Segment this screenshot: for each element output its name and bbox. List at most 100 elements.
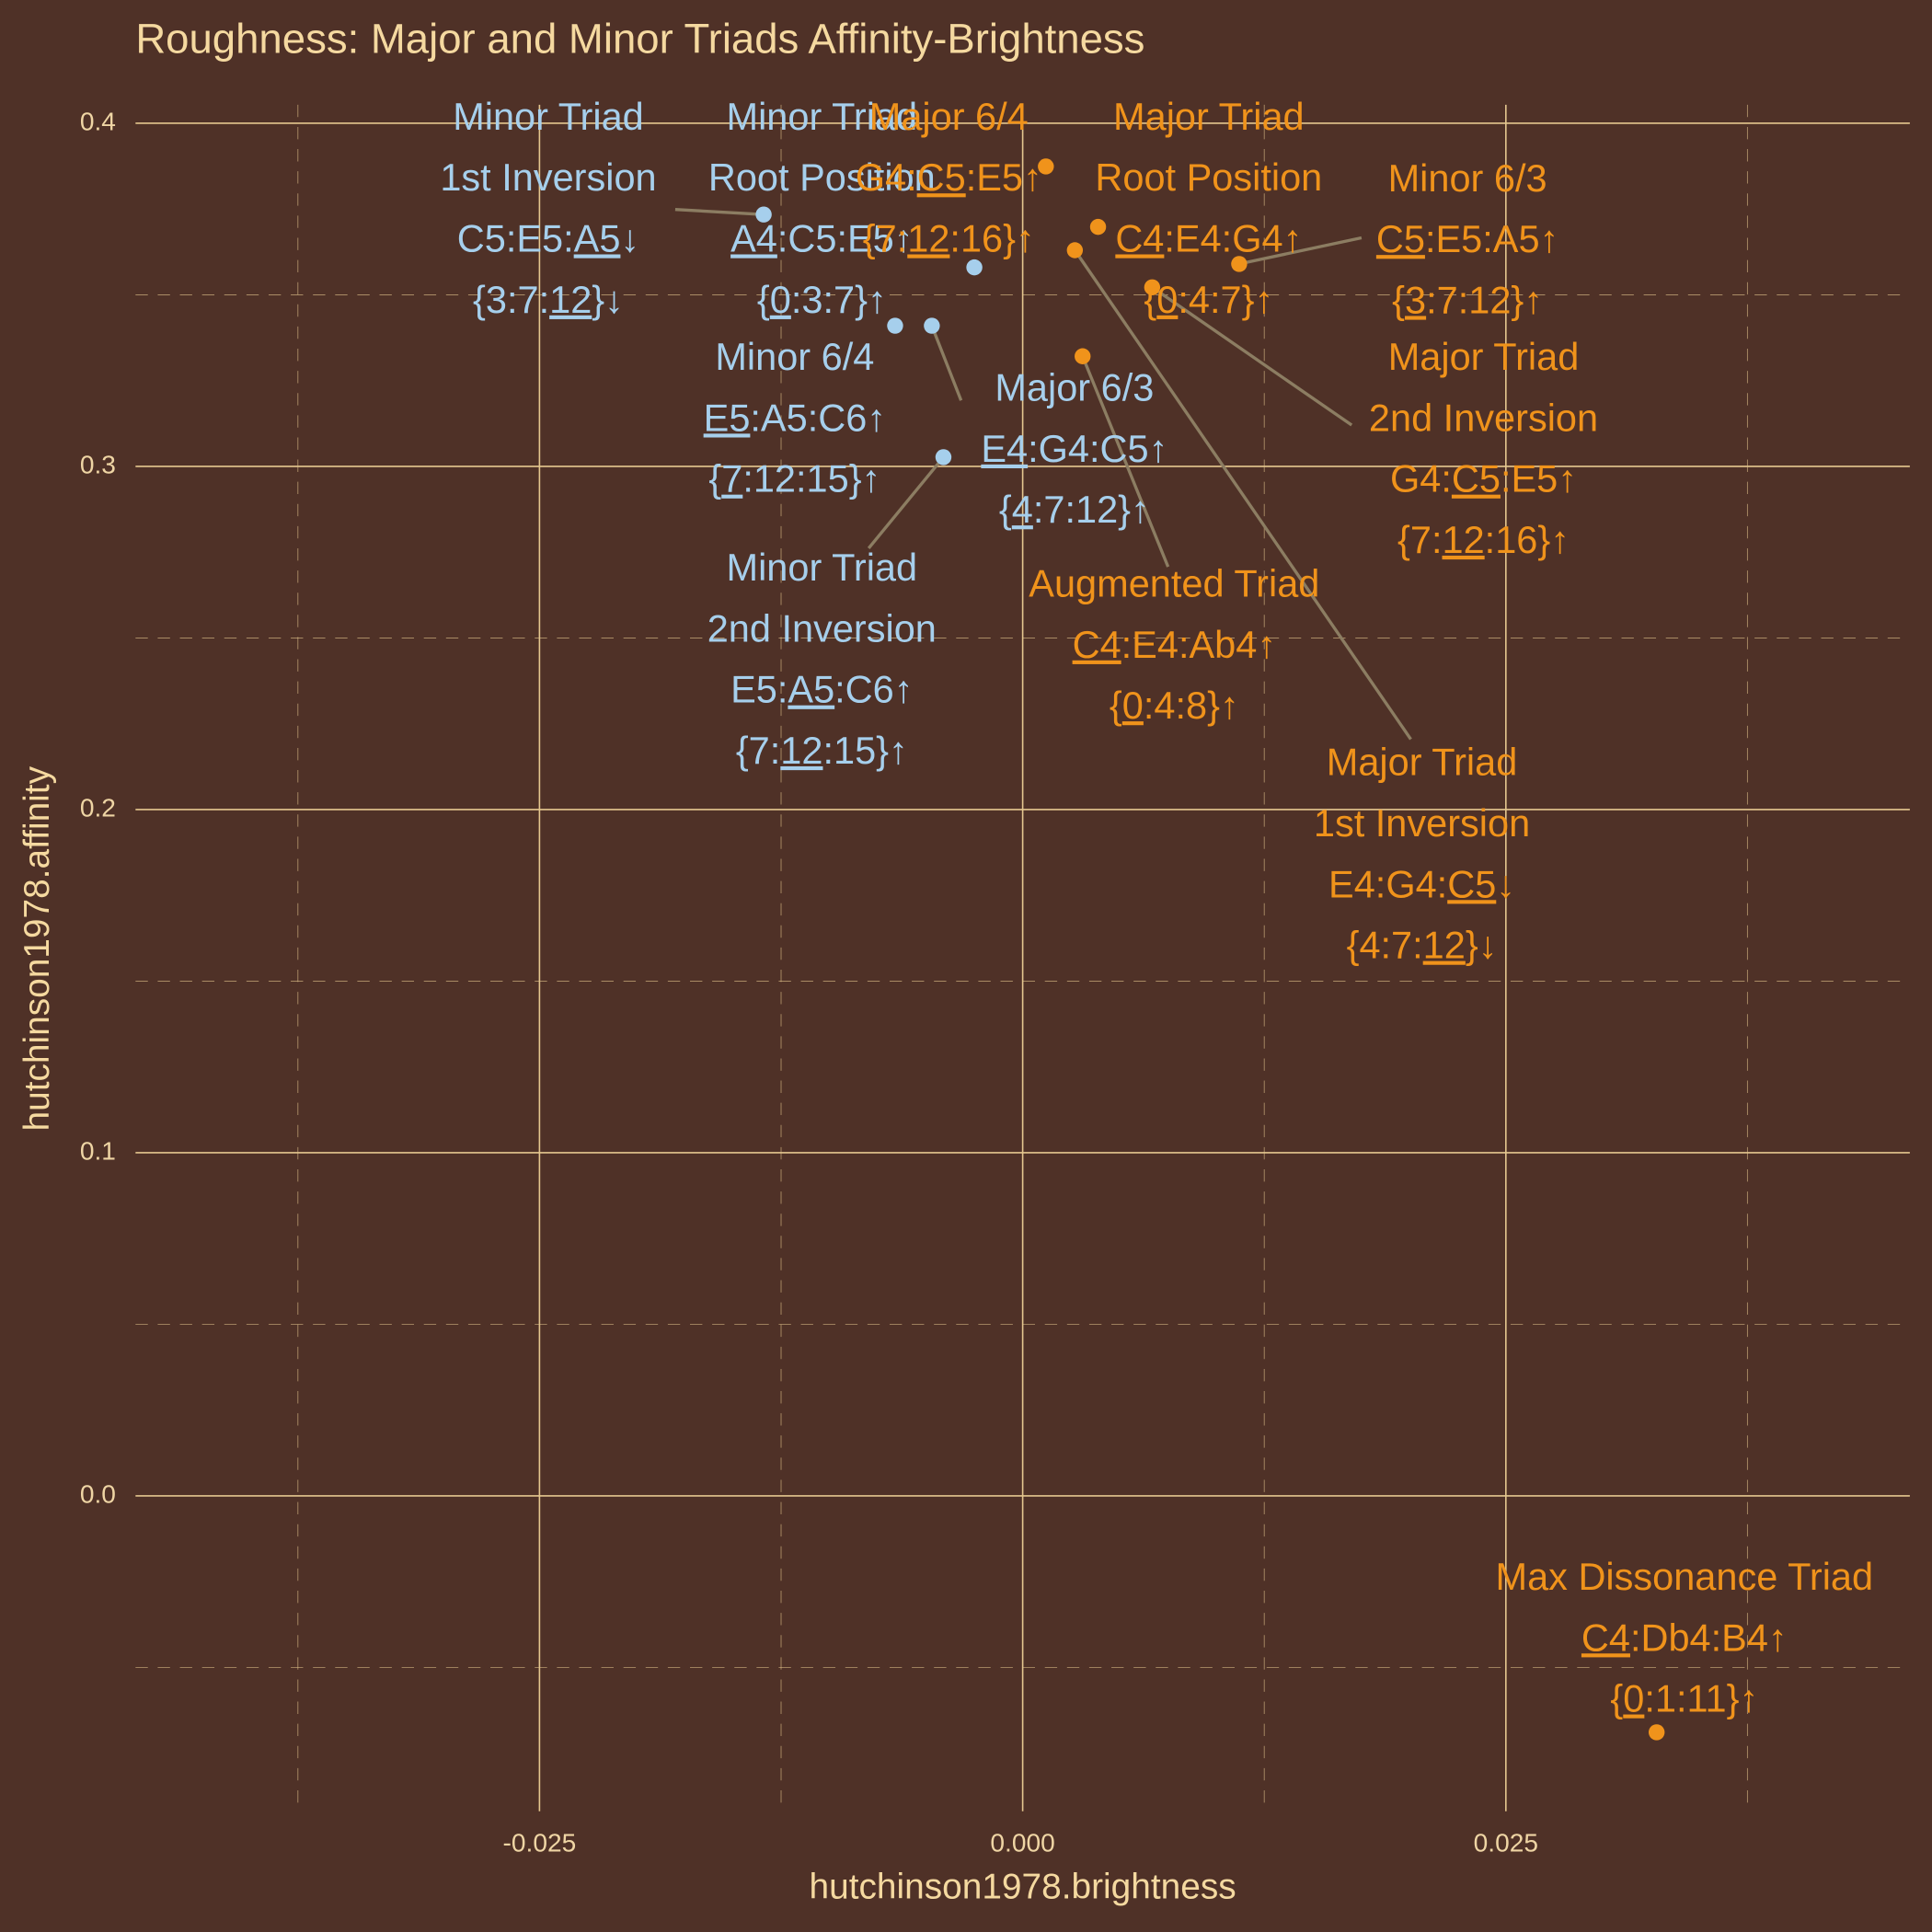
x-tick-label: 0.000 xyxy=(990,1828,1054,1857)
chart-title: Roughness: Major and Minor Triads Affini… xyxy=(135,16,1144,63)
point-label: Augmented Triad xyxy=(1029,561,1319,604)
label-part: :12:15}↑ xyxy=(742,457,880,500)
label-part: :Db4:B4↑ xyxy=(1630,1616,1788,1659)
point-label: 1st Inversion xyxy=(1314,801,1530,845)
label-part: G4: xyxy=(1390,457,1452,500)
label-part: { xyxy=(1392,278,1405,321)
point-label: 1st Inversion xyxy=(440,155,656,199)
point-label: G4:C5:E5↑ xyxy=(856,155,1042,199)
point-label: Minor Triad xyxy=(727,95,918,138)
label-connector xyxy=(1073,249,1412,741)
point-label: Max Dissonance Triad xyxy=(1496,1555,1874,1598)
label-part: {7: xyxy=(1397,518,1442,561)
label-part: ↓ xyxy=(620,216,639,259)
point-label: {0:4:7}↑ xyxy=(1144,278,1273,321)
grid: -0.025 0.000 0.025 0.0 0.1 0.2 0.3 0.4 xyxy=(80,104,1910,1857)
label-part: { xyxy=(708,457,721,500)
label-part: :4:7}↑ xyxy=(1178,278,1273,321)
label-part: {3:7: xyxy=(473,278,549,321)
label-part: :7:12}↑ xyxy=(1033,488,1150,531)
label-part: :1:11}↑ xyxy=(1644,1677,1758,1720)
label-connector xyxy=(1151,285,1353,427)
label-part: E4:G4: xyxy=(1328,862,1447,905)
point-label: C4:Db4:B4↑ xyxy=(1581,1616,1788,1659)
y-tick-label: 0.0 xyxy=(80,1479,116,1508)
point-label: Minor 6/3 xyxy=(1388,156,1547,200)
label-part: :E5↑ xyxy=(966,155,1042,199)
label-part: 7 xyxy=(721,457,742,500)
label-connector xyxy=(930,325,963,401)
point-label: Minor Triad xyxy=(453,95,644,138)
label-part: { xyxy=(1144,278,1156,321)
label-connector xyxy=(1238,236,1363,266)
label-part: { xyxy=(1610,1677,1623,1720)
label-part: 0 xyxy=(1122,684,1144,727)
point-label: A4:C5:E5↑ xyxy=(730,216,913,259)
label-part: C5:E5: xyxy=(457,216,574,259)
label-part: 3 xyxy=(1405,278,1426,321)
label-part: :E5:A5↑ xyxy=(1425,217,1558,260)
point-label: C4:E4:G4↑ xyxy=(1115,216,1302,259)
point-label: C5:E5:A5↑ xyxy=(1376,217,1558,260)
label-part: 0 xyxy=(1623,1677,1644,1720)
label-part: :C6↑ xyxy=(834,668,913,711)
label-part: :E4:Ab4↑ xyxy=(1121,623,1276,666)
label-part: :3:7}↑ xyxy=(791,278,887,321)
label-part: 12 xyxy=(1443,518,1485,561)
label-part: {4:7: xyxy=(1347,924,1423,967)
point-label: {7:12:16}↑ xyxy=(863,216,1035,259)
point-label: {4:7:12}↑ xyxy=(999,488,1150,531)
label-part: C4 xyxy=(1073,623,1121,666)
y-tick-label: 0.1 xyxy=(80,1136,116,1165)
label-part: E5 xyxy=(704,396,751,439)
point-label: 2nd Inversion xyxy=(1369,396,1598,439)
point-label: {3:7:12}↓ xyxy=(473,278,624,321)
label-part: { xyxy=(757,278,770,321)
point xyxy=(887,317,903,334)
label-part: :A5:C6↑ xyxy=(750,396,886,439)
label-part: :G4:C5↑ xyxy=(1028,427,1167,470)
label-part: :4:8}↑ xyxy=(1144,684,1239,727)
label-part: :E5↑ xyxy=(1501,457,1577,500)
point-label: Major 6/3 xyxy=(995,366,1154,409)
point xyxy=(966,259,983,276)
label-part: :C5:E5↑ xyxy=(777,216,914,259)
point-label: Major Triad xyxy=(1113,95,1305,138)
point-label: {0:3:7}↑ xyxy=(757,278,887,321)
label-part: C5 xyxy=(1376,217,1425,260)
point xyxy=(1066,242,1084,259)
x-axis-title: hutchinson1978.brightness xyxy=(810,1867,1236,1906)
label-part: }↓ xyxy=(1466,924,1498,967)
label-part: C5 xyxy=(917,155,966,199)
connectors xyxy=(674,208,1412,741)
point-label: {4:7:12}↓ xyxy=(1347,924,1498,967)
point xyxy=(1144,279,1161,295)
label-part: E4 xyxy=(981,427,1028,470)
x-tick-label: 0.025 xyxy=(1474,1828,1538,1857)
point-label: Minor Triad xyxy=(727,546,918,589)
points xyxy=(755,158,1665,1741)
label-connector xyxy=(1081,355,1170,568)
label-part: 12 xyxy=(1423,924,1466,967)
label-part: C5 xyxy=(1447,862,1496,905)
label-part: :E4:G4↑ xyxy=(1164,216,1302,259)
point-label: Minor 6/4 xyxy=(715,335,874,378)
label-part: 12 xyxy=(549,278,592,321)
point-label: 2nd Inversion xyxy=(707,606,937,650)
label-part: 4 xyxy=(1012,488,1033,531)
label-part: E5: xyxy=(730,668,788,711)
point-label: {7:12:16}↑ xyxy=(1397,518,1570,561)
label-part: }↓ xyxy=(592,278,624,321)
point-label: {7:12:15}↑ xyxy=(736,729,908,772)
label-part: C4 xyxy=(1115,216,1164,259)
label-part: A4 xyxy=(730,216,777,259)
point-label: Root Position xyxy=(1095,155,1322,199)
point-label: E4:G4:C5↓ xyxy=(1328,862,1515,905)
label-part: 12 xyxy=(780,729,822,772)
point-label: {0:4:8}↑ xyxy=(1110,684,1239,727)
point-label: G4:C5:E5↑ xyxy=(1390,457,1577,500)
label-part: {7: xyxy=(863,216,907,259)
label-connector xyxy=(867,455,945,550)
